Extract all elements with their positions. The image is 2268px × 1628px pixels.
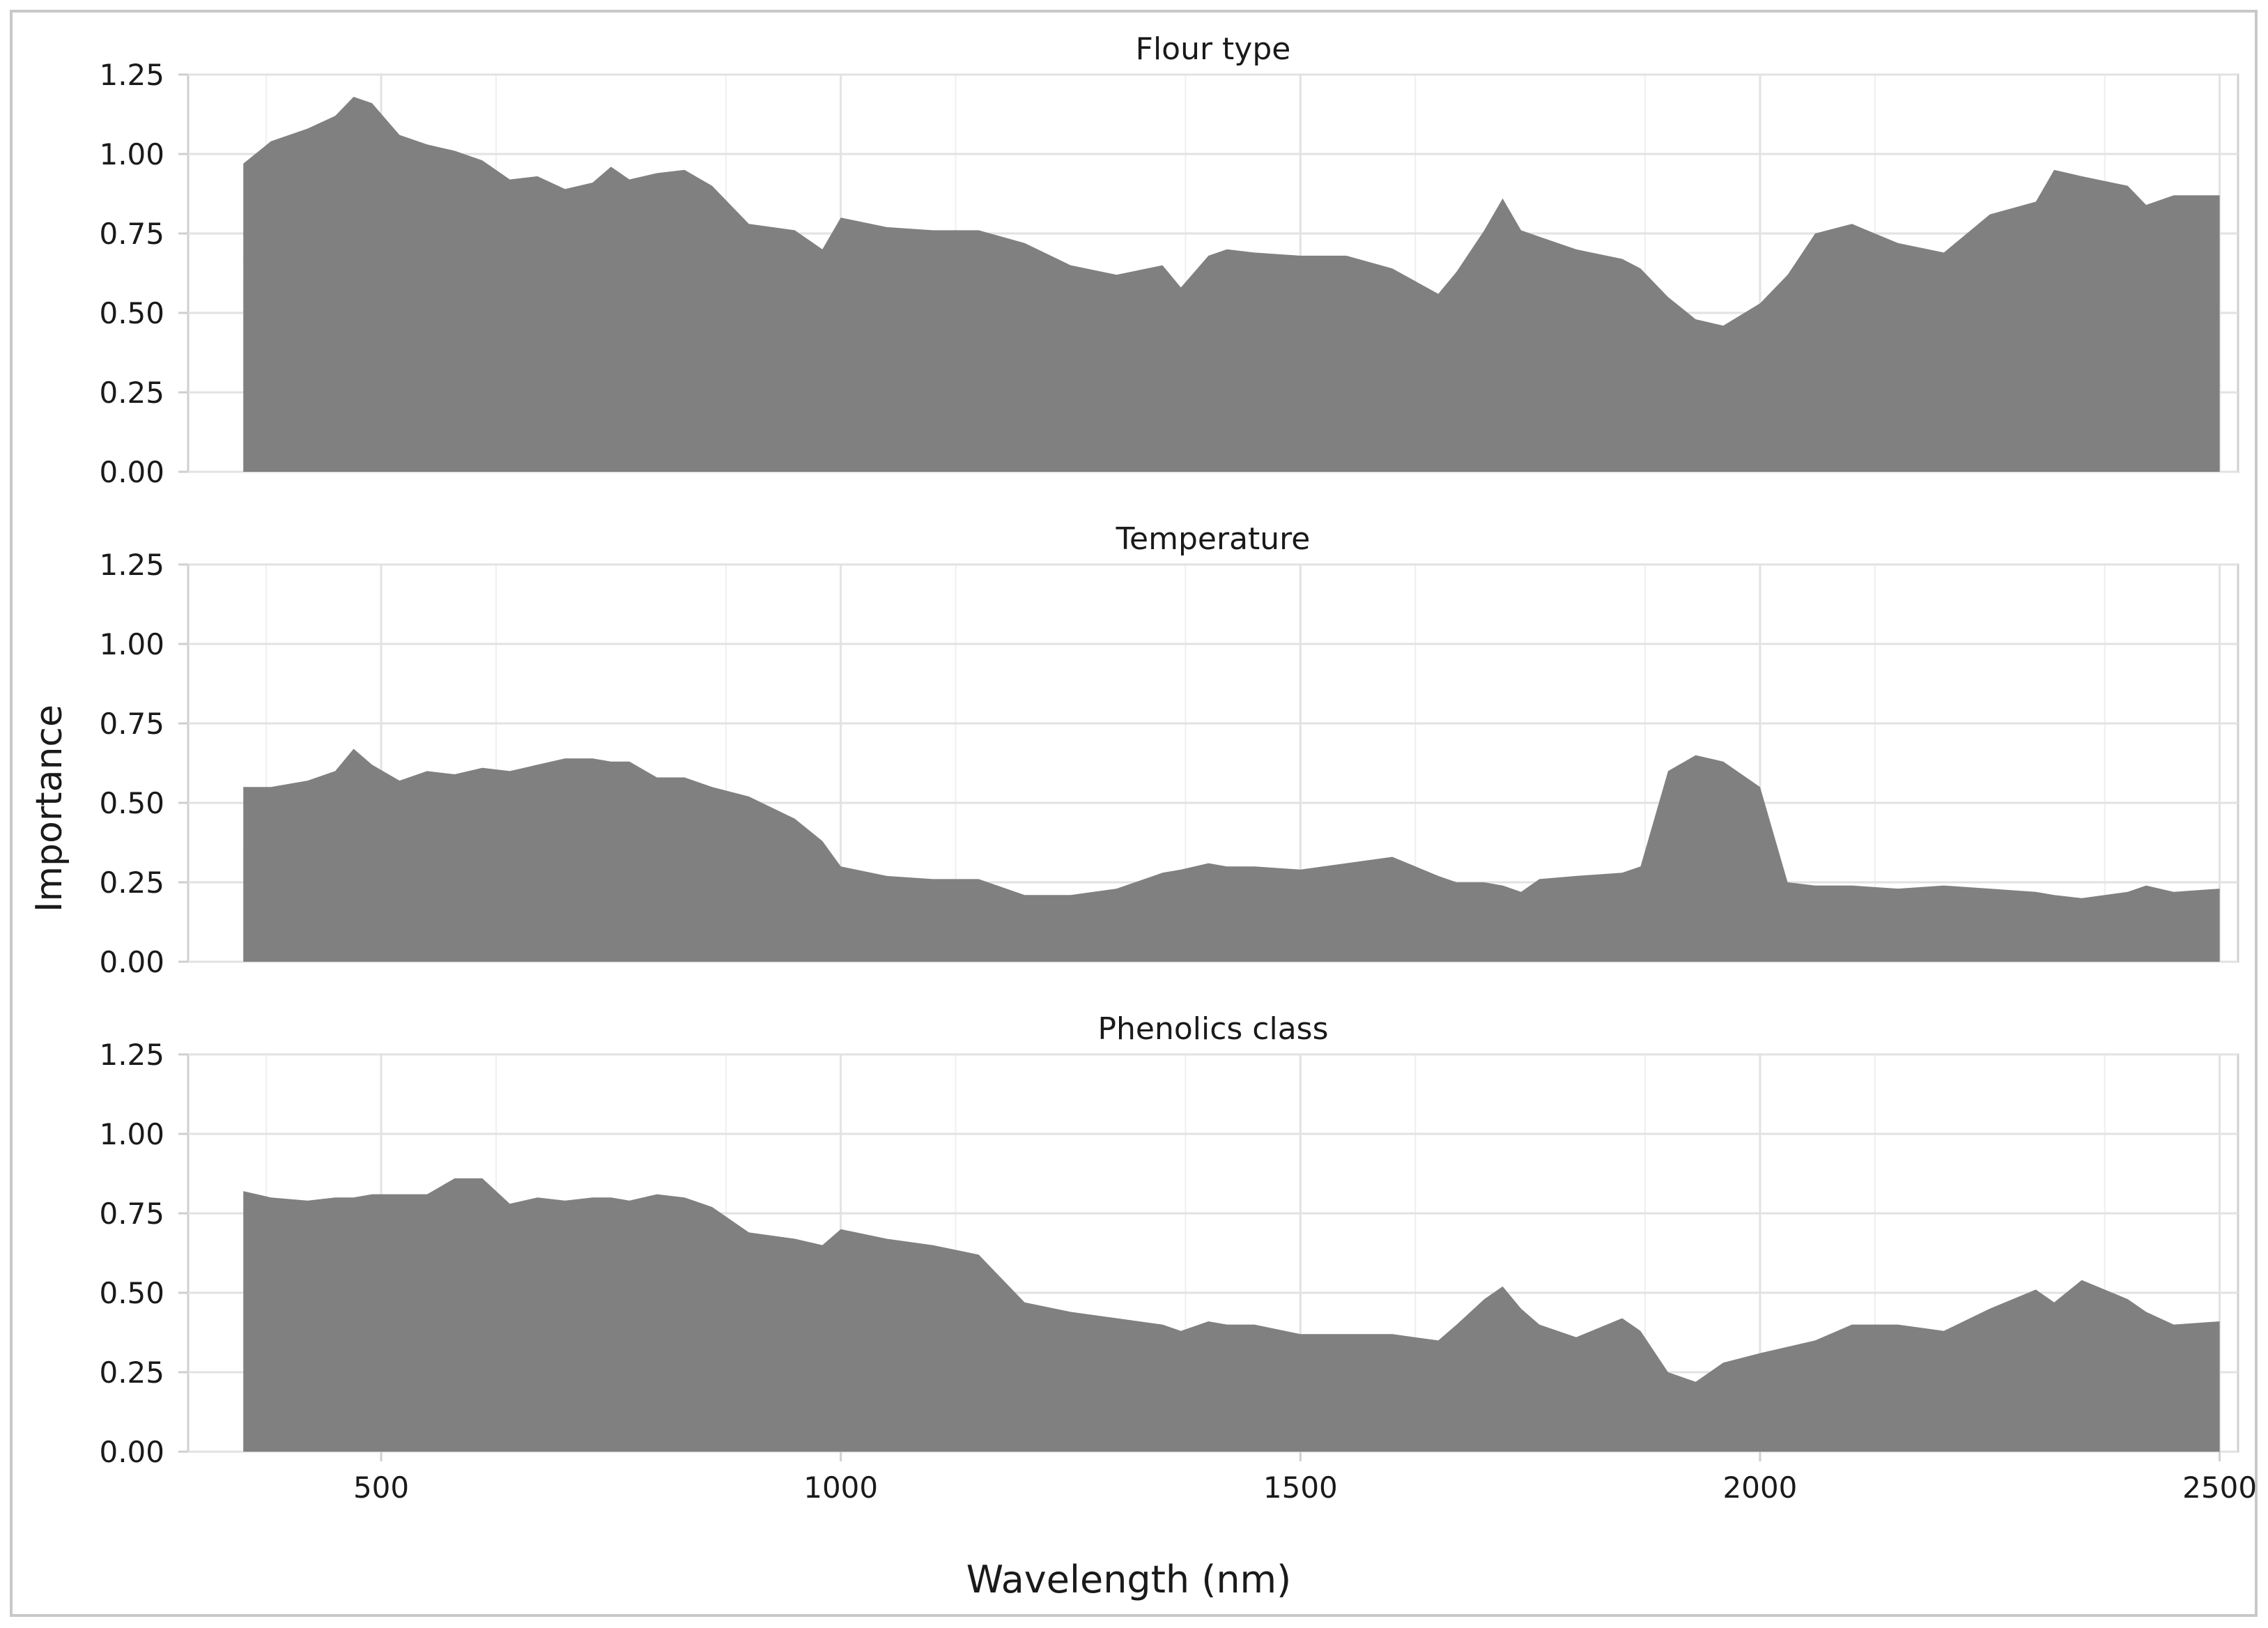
y-tick-label: 0.00 [99, 455, 164, 489]
x-tick-label: 1000 [803, 1470, 878, 1505]
y-tick-label: 1.25 [99, 548, 164, 582]
x-tick-label: 2500 [2182, 1470, 2257, 1505]
y-tick-label: 0.25 [99, 376, 164, 410]
y-tick-label: 0.50 [99, 296, 164, 330]
y-tick-label: 0.50 [99, 786, 164, 820]
y-tick-label: 0.00 [99, 1435, 164, 1469]
y-tick-label: 1.25 [99, 58, 164, 92]
x-axis-label: Wavelength (nm) [966, 1558, 1291, 1602]
area-series [243, 1178, 2220, 1452]
area-series [243, 96, 2220, 472]
panel-title: Flour type [1136, 31, 1291, 67]
area-series [243, 748, 2220, 962]
y-tick-label: 0.25 [99, 1356, 164, 1390]
y-tick-label: 1.00 [99, 1117, 164, 1151]
panel-title: Phenolics class [1097, 1011, 1328, 1047]
panel-3: 0.00 0.25 0.50 0.75 1.00 1.25 Phenolics class 5… [99, 1011, 2257, 1505]
y-tick-label: 0.50 [99, 1276, 164, 1310]
y-tick-label: 0.75 [99, 1197, 164, 1231]
y-tick-label: 0.25 [99, 866, 164, 900]
y-tick-label: 1.25 [99, 1038, 164, 1072]
x-tick-label: 2000 [1723, 1470, 1798, 1505]
panel-2: 0.00 0.25 0.50 0.75 1.00 1.25 Temperature [99, 521, 2239, 979]
y-tick-label: 0.75 [99, 217, 164, 251]
x-tick-label: 500 [353, 1470, 409, 1505]
y-tick-label: 1.00 [99, 627, 164, 661]
y-tick-label: 0.00 [99, 945, 164, 979]
x-tick-label: 1500 [1263, 1470, 1338, 1505]
y-axis-label: Importance [29, 705, 70, 912]
panel-title: Temperature [1116, 521, 1311, 557]
y-tick-label: 1.00 [99, 137, 164, 171]
y-tick-label: 0.75 [99, 707, 164, 741]
panel-1: 0.00 0.25 0.50 0.75 1.00 1.25 Flour type [99, 31, 2239, 489]
